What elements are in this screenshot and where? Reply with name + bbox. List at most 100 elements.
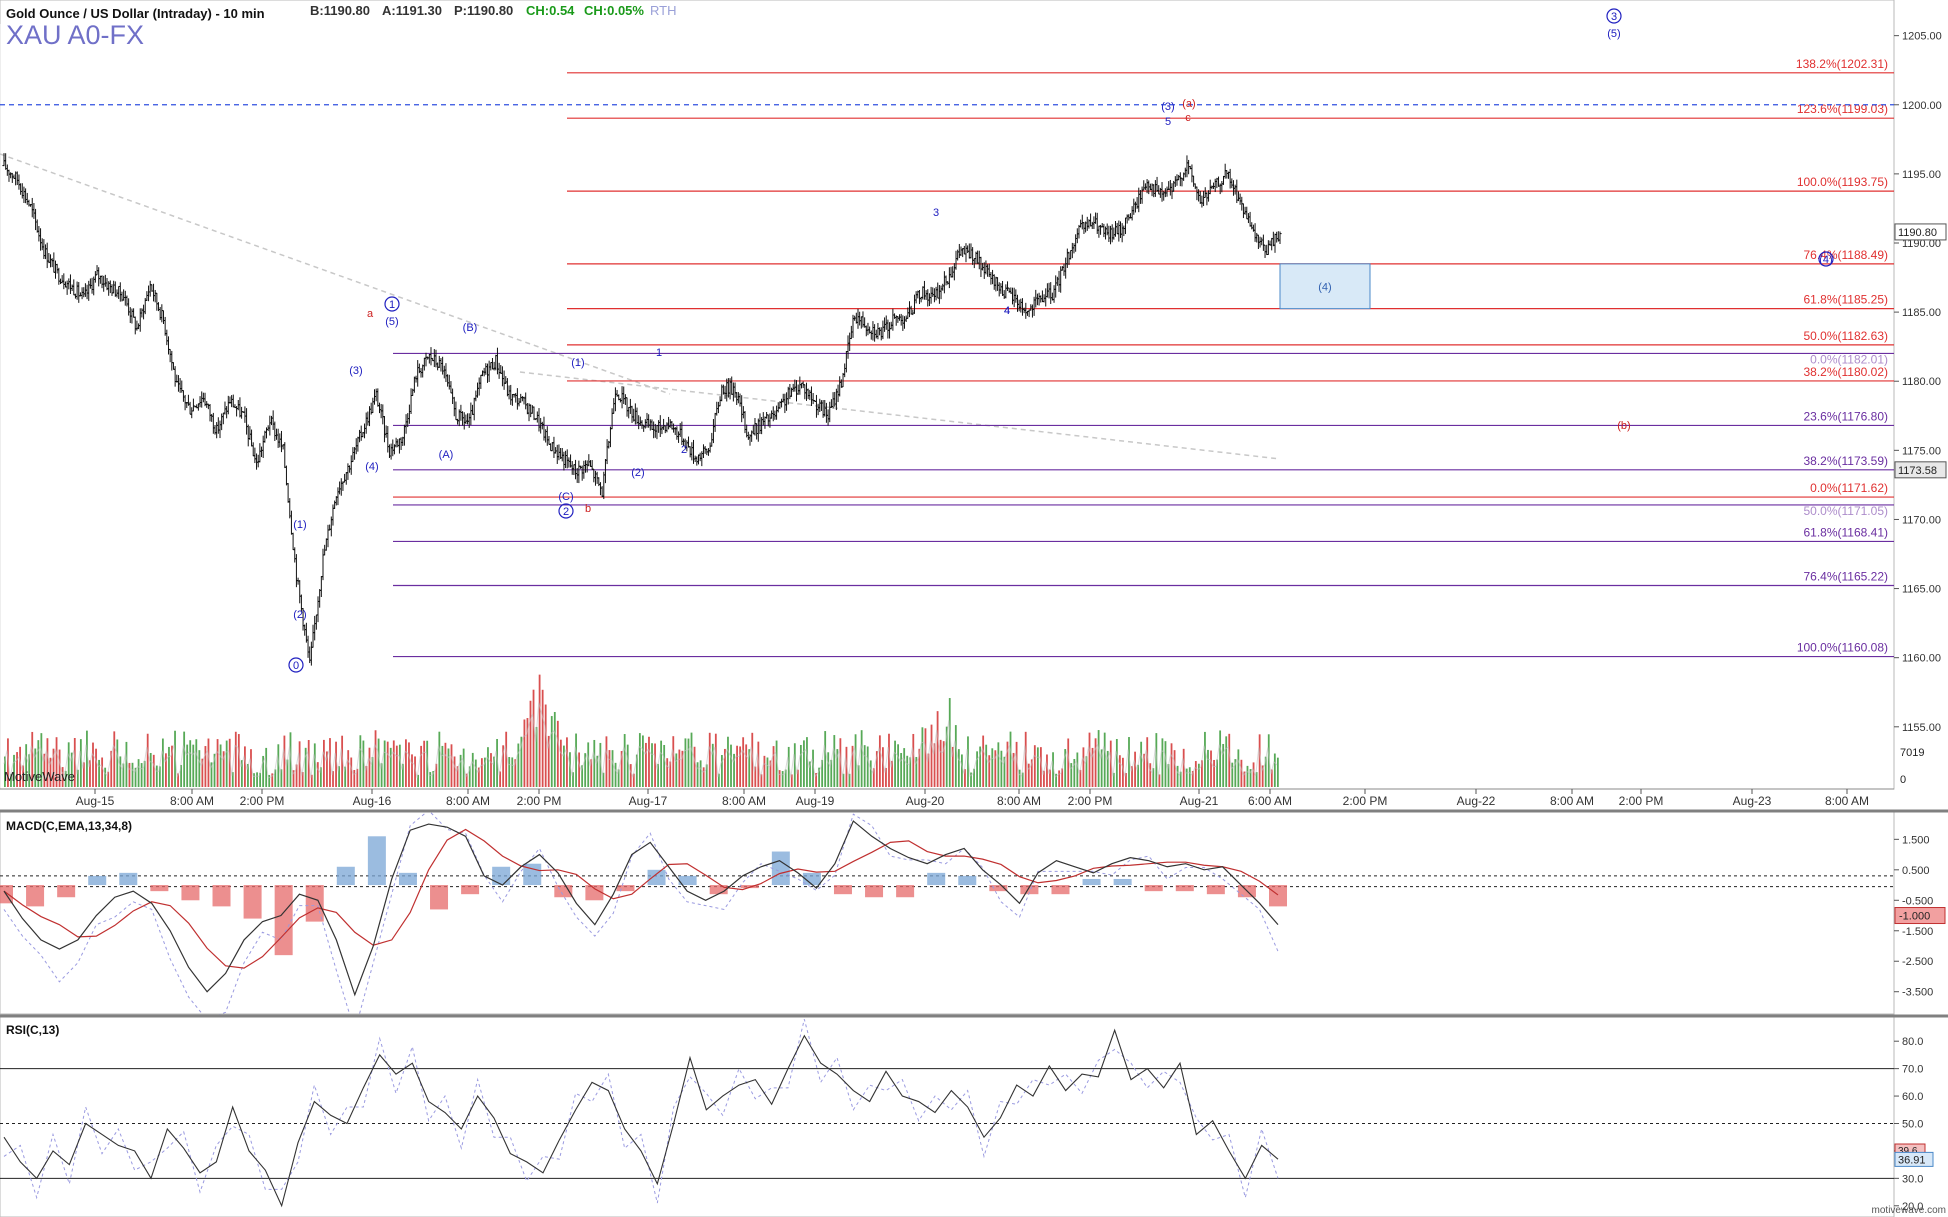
- volume-bar: [1188, 767, 1191, 787]
- volume-bar: [526, 718, 529, 787]
- volume-bar: [237, 734, 240, 787]
- volume-bar: [824, 731, 827, 787]
- volume-bar: [1043, 770, 1045, 787]
- volume-bar: [666, 758, 669, 787]
- volume-bar: [948, 698, 951, 787]
- wave-label: (a): [1182, 98, 1195, 110]
- volume-bar: [365, 765, 368, 787]
- time-axis-label: 2:00 PM: [1068, 794, 1113, 808]
- volume-bar: [341, 735, 344, 787]
- macd-histogram-bar: [616, 885, 635, 892]
- macd-line: [3, 820, 1279, 997]
- volume-bar: [362, 740, 365, 787]
- volume-bar: [316, 762, 319, 787]
- price-axis-label: 1200.00: [1902, 100, 1942, 112]
- volume-bar: [89, 760, 91, 787]
- volume-bar: [648, 736, 650, 787]
- volume-bar: [815, 772, 817, 787]
- volume-bar: [760, 774, 763, 787]
- volume-bar: [1131, 766, 1133, 787]
- time-axis-label: 2:00 PM: [1343, 794, 1388, 808]
- time-axis-label: Aug-17: [629, 794, 668, 808]
- volume-bar: [234, 731, 237, 787]
- volume-bar: [1118, 755, 1121, 787]
- volume-bar: [611, 750, 614, 787]
- volume-bar: [599, 742, 602, 787]
- time-axis[interactable]: Aug-15 8:00 AM 2:00 PM Aug-16 8:00 AM 2:00 PM…: [0, 788, 1894, 808]
- volume-bar: [602, 772, 605, 787]
- macd-histogram-bar: [1269, 885, 1287, 907]
- volume-bar: [1143, 753, 1146, 787]
- rsi-axis-label: 80.0: [1902, 1036, 1923, 1048]
- volume-bar: [289, 732, 292, 787]
- price-axis[interactable]: 1155.00 1160.00 1165.00 1170.00 1175.00 1180.…: [1894, 31, 1947, 786]
- wave-label: (1): [571, 357, 584, 369]
- volume-bar: [22, 765, 25, 787]
- time-axis-label: Aug-20: [906, 794, 945, 808]
- volume-bar: [769, 760, 772, 787]
- volume-bar: [1207, 749, 1209, 787]
- volume-bar: [493, 756, 495, 787]
- price-axis-label: 1165.00: [1902, 584, 1941, 596]
- volume-bar: [1049, 769, 1051, 787]
- macd-axis-label: 1.500: [1902, 834, 1930, 846]
- wave-label: (5): [385, 316, 398, 328]
- volume-bar: [192, 744, 195, 787]
- macd-axis[interactable]: 1.500 0.500 -0.500 -1.500 -2.500 -3.500 -1.000: [1894, 834, 1946, 999]
- volume-bar: [298, 741, 301, 787]
- volume-bar: [383, 740, 386, 787]
- volume-bar: [128, 762, 131, 787]
- wave-label-circle: [1606, 8, 1622, 24]
- volume-bar: [1146, 737, 1149, 787]
- volume-bar: [423, 740, 426, 787]
- volume-bar: [125, 741, 128, 787]
- macd-histogram-bar: [243, 885, 262, 919]
- volume-bar: [122, 763, 125, 787]
- volume-bar: [970, 772, 972, 787]
- volume-bar: [1267, 734, 1270, 787]
- volume-bar: [101, 757, 104, 787]
- volume-bar: [304, 747, 307, 787]
- volume-bar: [593, 739, 596, 787]
- volume-bar: [575, 733, 577, 787]
- volume-bar: [411, 754, 413, 787]
- macd-histogram-bar: [647, 869, 666, 886]
- fib-label-purple: 38.2%(1173.59): [1803, 454, 1888, 468]
- wave-label: c: [1185, 112, 1191, 124]
- volume-bar: [520, 736, 523, 787]
- volume-bar: [1000, 750, 1003, 787]
- watermark: MotiveWave: [4, 769, 75, 784]
- rsi-axis[interactable]: 80.070.060.050.040.030.020.039.636.91: [1894, 1036, 1934, 1213]
- volume-bar: [1158, 774, 1161, 787]
- volume-bar: [1273, 753, 1276, 787]
- macd-axis-label: -1.500: [1902, 926, 1933, 938]
- volume-bar: [642, 735, 644, 787]
- volume-bar: [827, 752, 830, 787]
- volume-bar: [812, 749, 814, 787]
- volume-bar: [581, 765, 584, 787]
- volume-bar: [763, 755, 766, 787]
- volume-bar: [277, 744, 280, 787]
- volume-bar: [31, 731, 34, 787]
- volume-bar: [1067, 738, 1070, 787]
- session-badge[interactable]: RTH: [650, 3, 676, 18]
- macd-axis-label: -2.500: [1902, 956, 1933, 968]
- price-axis-label: 1205.00: [1902, 31, 1942, 43]
- macd-histogram-bar: [274, 885, 293, 956]
- volume-bar: [1191, 770, 1194, 787]
- volume-bar: [1255, 772, 1258, 787]
- rsi-axis-label: 20.0: [1902, 1201, 1923, 1213]
- volume-bar: [1182, 748, 1185, 787]
- volume-bar: [240, 760, 243, 787]
- wave-label: (1): [293, 519, 306, 531]
- volume-bar: [168, 746, 170, 787]
- volume-bar: [964, 769, 966, 787]
- volume-bar: [736, 745, 738, 787]
- time-axis-label: 8:00 AM: [722, 794, 766, 808]
- volume-bar: [967, 736, 969, 787]
- volume-bar: [13, 754, 15, 787]
- volume-bar: [429, 772, 432, 787]
- macd-histogram-bar: [305, 885, 324, 922]
- time-axis-label: 2:00 PM: [1619, 794, 1664, 808]
- volume-bar: [1249, 769, 1252, 787]
